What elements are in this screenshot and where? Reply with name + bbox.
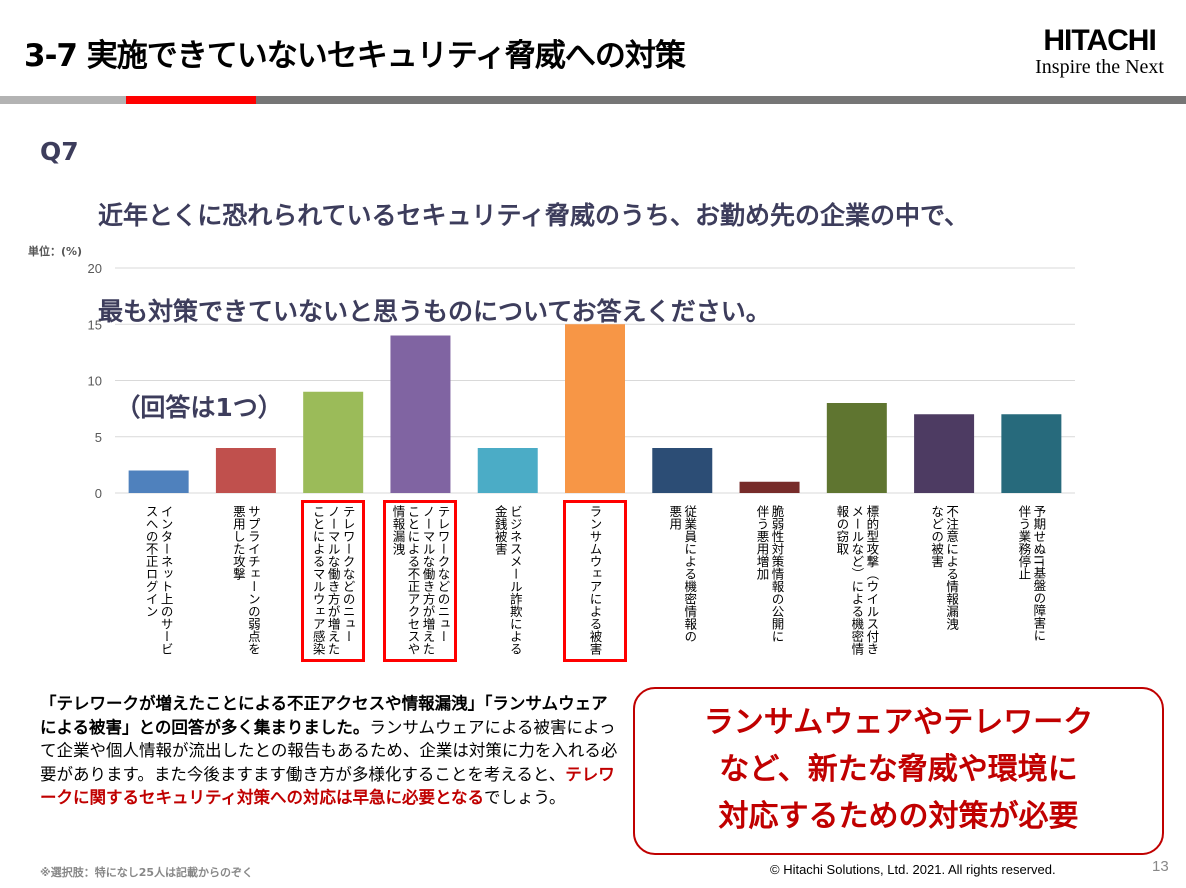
x-tick-label: 脆弱性対策情報の公開に 伴う悪用増加 <box>754 505 785 643</box>
bar <box>826 403 887 493</box>
y-tick-label: 5 <box>95 430 102 445</box>
bar <box>739 481 800 493</box>
copyright: © Hitachi Solutions, Ltd. 2021. All righ… <box>770 862 1056 877</box>
x-tick-label: インターネット上のサービ スへの不正ログイン <box>143 505 174 655</box>
footnote: ※選択肢：特になし25人は記載からのぞく <box>40 866 254 879</box>
highlight-box <box>563 500 627 662</box>
question: Q7 近年とくに恐れられているセキュリティ脅威のうち、お勤め先の企業の中で、 最… <box>40 136 969 488</box>
x-tick-label: ランサムウェアによる被害 <box>587 505 603 655</box>
summary-end: でしょう。 <box>484 788 566 807</box>
strip-red <box>126 96 256 104</box>
y-tick-label: 15 <box>88 317 102 332</box>
bar <box>914 414 975 493</box>
summary-text: 「テレワークが増えたことによる不正アクセスや情報漏洩」「ランサムウェアによる被害… <box>40 692 620 810</box>
question-line: 近年とくに恐れられているセキュリティ脅威のうち、お勤め先の企業の中で、 <box>98 201 970 230</box>
x-tick-label: 不注意による情報漏洩 などの被害 <box>929 505 960 630</box>
bar <box>303 391 364 493</box>
question-number: Q7 <box>40 137 79 166</box>
highlight-box <box>301 500 366 662</box>
x-tick-label: テレワークなどのニュー ノーマルな働き方が増えた ことによるマルウェア感染 <box>310 505 356 655</box>
header-strip <box>0 96 1186 104</box>
y-tick-label: 0 <box>95 486 102 501</box>
bar <box>215 448 276 493</box>
highlight-box <box>383 500 458 662</box>
question-line: 最も対策できていないと思うものについてお答えください。 <box>98 297 771 326</box>
bar <box>128 470 189 493</box>
bar-chart: 0 5 10 15 20 <box>88 261 1075 501</box>
unit-label: 単位：(%) <box>28 245 83 258</box>
summary-bold: 「テレワークが増えたことによる不正アクセスや情報漏洩」「ランサムウェアによる被害… <box>40 694 608 737</box>
callout-box: ランサムウェアやテレワーク など、新たな脅威や環境に 対応するための対策が必要 <box>633 687 1164 855</box>
x-tick-label: 標的型攻撃（ウイルス付き メールなど）による機密情 報の窃取 <box>834 505 880 655</box>
page-number: 13 <box>1152 858 1169 875</box>
y-tick-label: 20 <box>88 261 102 276</box>
summary-rest: ランサムウェアによる被害によって企業や個人情報が流出したとの報告もあるため、企業… <box>40 717 618 784</box>
logo-tagline: Inspire the Next <box>1035 56 1164 78</box>
x-tick-label: 予期せぬIT基盤の障害に 伴う業務停止 <box>1016 505 1047 642</box>
logo-brand: HITACHI <box>1043 24 1156 57</box>
summary-red: テレワークに関するセキュリティ対策への対応は早急に必要となる <box>40 764 615 808</box>
bar <box>652 448 713 493</box>
bar <box>1001 414 1062 493</box>
bar <box>565 324 625 493</box>
bar <box>477 448 538 493</box>
x-tick-label: テレワークなどのニュー ノーマルな働き方が増えた ことによる不正アクセスや 情報… <box>390 505 451 655</box>
slide-title: 3-7 実施できていないセキュリティ脅威への対策 <box>24 38 686 74</box>
strip-dark <box>256 96 1186 104</box>
question-line: （回答は1つ） <box>98 393 283 422</box>
x-tick-label: 従業員による機密情報の 悪用 <box>667 505 698 643</box>
bar <box>390 335 451 493</box>
x-tick-label: ビジネスメール詐欺による 金銭被害 <box>492 505 523 655</box>
y-tick-label: 10 <box>88 374 102 389</box>
hitachi-logo: HITACHI Inspire the Next <box>1035 24 1164 79</box>
strip-gray <box>0 96 126 104</box>
x-tick-label: サプライチェーンの弱点を 悪用した攻撃 <box>230 505 261 655</box>
